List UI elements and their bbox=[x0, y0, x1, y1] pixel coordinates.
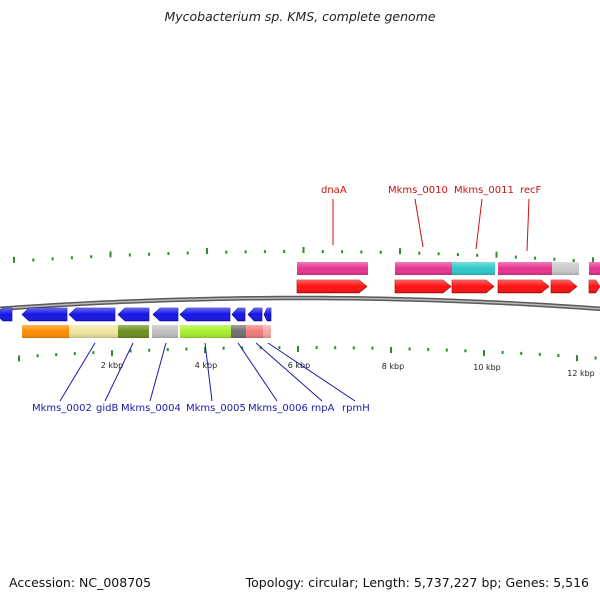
reverse-cds-arrow-shade bbox=[153, 308, 178, 321]
reverse-category-segment-shade bbox=[152, 325, 178, 338]
accession-text: Accession: NC_008705 bbox=[9, 575, 152, 590]
reverse-category-segment-shade bbox=[69, 325, 118, 338]
outer-tick-ring bbox=[13, 247, 594, 264]
forward-cds-arrow-shade bbox=[551, 280, 577, 293]
forward-cds-arrow-shade bbox=[297, 280, 367, 293]
scale-label: 2 kbp bbox=[101, 361, 123, 370]
reverse-gene-label: rpmH bbox=[342, 403, 370, 414]
forward-gene-label: Mkms_0011 bbox=[454, 185, 514, 196]
reverse-cds-arrow-shade bbox=[180, 308, 230, 321]
reverse-gene-leader bbox=[237, 342, 278, 402]
reverse-cds-arrow-shade bbox=[0, 308, 12, 321]
forward-category-segment-shade bbox=[589, 262, 600, 275]
reverse-gene-leader bbox=[255, 342, 323, 402]
reverse-gene-label: Mkms_0004 bbox=[121, 403, 181, 414]
forward-category-segment-shade bbox=[395, 262, 452, 275]
forward-gene-label: dnaA bbox=[321, 185, 347, 196]
forward-category-segment-shade bbox=[452, 262, 495, 275]
reverse-category-segment-shade bbox=[263, 325, 271, 338]
reverse-gene-leader bbox=[204, 342, 213, 402]
reverse-gene-label: rnpA bbox=[311, 403, 335, 414]
reverse-gene-leader bbox=[267, 342, 356, 402]
reverse-category-segment-shade bbox=[180, 325, 231, 338]
forward-cds-arrow-shade bbox=[395, 280, 451, 293]
reverse-cds-arrow-shade bbox=[248, 308, 262, 321]
reverse-gene-label: Mkms_0005 bbox=[186, 403, 246, 414]
backbone-highlight bbox=[0, 297, 600, 310]
scale-label: 10 kbp bbox=[473, 363, 501, 372]
forward-category-segment-shade bbox=[297, 262, 368, 275]
reverse-category-segment-shade bbox=[231, 325, 246, 338]
forward-cds-arrow-shade bbox=[498, 280, 549, 293]
genome-backbone bbox=[0, 295, 600, 312]
reverse-cds-arrow-shade bbox=[22, 308, 67, 321]
reverse-category-segment-shade bbox=[22, 325, 69, 338]
reverse-gene-label: gidB bbox=[96, 403, 118, 414]
scale-label: 12 kbp bbox=[567, 369, 595, 378]
reverse-gene-leader bbox=[59, 342, 96, 402]
reverse-strand-features bbox=[0, 307, 272, 338]
forward-gene-label: recF bbox=[520, 185, 542, 196]
inner-tick-ring bbox=[18, 346, 597, 362]
genome-summary: Topology: circular; Length: 5,737,227 bp… bbox=[245, 575, 589, 590]
reverse-cds-arrow-shade bbox=[69, 308, 115, 321]
forward-cds-arrow-shade bbox=[452, 280, 494, 293]
forward-category-segment-shade bbox=[552, 262, 579, 275]
reverse-cds-arrow-shade bbox=[232, 308, 245, 321]
scale-label: 6 kbp bbox=[288, 361, 310, 370]
forward-strand-features bbox=[296, 262, 600, 294]
map-title: Mycobacterium sp. KMS, complete genome bbox=[164, 9, 436, 24]
forward-gene-label: Mkms_0010 bbox=[388, 185, 448, 196]
reverse-gene-leader bbox=[104, 342, 134, 402]
reverse-cds-arrow-shade bbox=[118, 308, 149, 321]
reverse-cds-arrow-shade bbox=[264, 308, 271, 321]
reverse-category-segment-shade bbox=[118, 325, 149, 338]
scale-labels: 2 kbp 4 kbp 6 kbp 8 kbp 10 kbp 12 kbp bbox=[101, 361, 595, 378]
forward-gene-leader bbox=[526, 198, 530, 252]
forward-category-segment-shade bbox=[498, 262, 552, 275]
forward-gene-leader bbox=[414, 198, 424, 248]
forward-gene-leader bbox=[475, 198, 483, 250]
reverse-gene-label: Mkms_0006 bbox=[248, 403, 308, 414]
gene-labels: Mkms_0002 gidB Mkms_0004 Mkms_0005 Mkms_0006… bbox=[32, 185, 542, 414]
scale-label: 4 kbp bbox=[195, 361, 217, 370]
forward-cds-arrow-shade bbox=[589, 280, 600, 293]
reverse-gene-label: Mkms_0002 bbox=[32, 403, 92, 414]
reverse-gene-leader bbox=[149, 342, 167, 402]
reverse-category-segment-shade bbox=[246, 325, 263, 338]
scale-label: 8 kbp bbox=[382, 362, 404, 371]
